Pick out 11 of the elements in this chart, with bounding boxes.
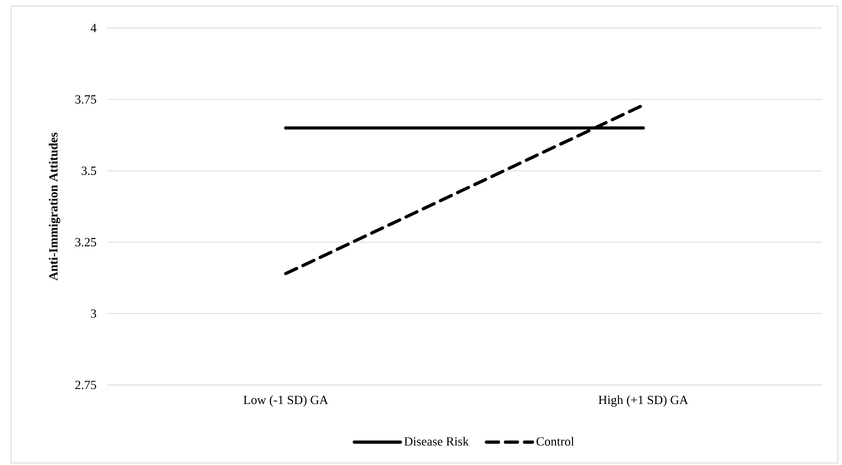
y-axis-title: Anti-Immigration Attitudes (48, 132, 60, 280)
y-tick-label: 3.5 (82, 166, 96, 176)
y-tick-label: 4 (90, 24, 96, 32)
x-tick-label: High (+1 SD) GA (598, 395, 688, 407)
y-tick-label: 3.75 (75, 95, 96, 104)
x-tick-label: Low (-1 SD) GA (244, 395, 328, 407)
legend-label: Control (536, 436, 574, 446)
legend-label: Disease Risk (404, 436, 469, 446)
y-tick-label: 3.25 (75, 238, 96, 246)
y-tick-label: 2.75 (75, 380, 96, 390)
y-tick-label: 3 (90, 309, 96, 318)
